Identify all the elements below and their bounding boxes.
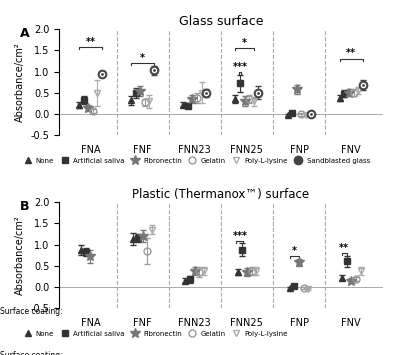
Text: *: *	[242, 38, 247, 48]
Legend: None, Artificial saliva, Fibronectin, Gelatin, Poly-L-lysine: None, Artificial saliva, Fibronectin, Ge…	[20, 331, 288, 337]
Text: ***: ***	[232, 231, 247, 241]
Text: Surface coating:: Surface coating:	[0, 351, 63, 355]
Legend: None, Artificial saliva, Fibronectin, Gelatin, Poly-L-lysine, Sandblasted glass: None, Artificial saliva, Fibronectin, Ge…	[20, 158, 370, 164]
Text: Surface coating:: Surface coating:	[0, 307, 63, 316]
Y-axis label: Absorbance/cm²: Absorbance/cm²	[15, 215, 25, 295]
Text: **: **	[86, 37, 96, 47]
Text: *: *	[292, 246, 297, 256]
Text: A: A	[20, 27, 30, 40]
Title: Plastic (Thermanox™) surface: Plastic (Thermanox™) surface	[132, 188, 310, 201]
Text: **: **	[346, 48, 356, 59]
Text: B: B	[20, 200, 30, 213]
Text: *: *	[140, 53, 145, 63]
Text: **: **	[339, 242, 349, 252]
Y-axis label: Absorbance/cm²: Absorbance/cm²	[15, 42, 25, 122]
Title: Glass surface: Glass surface	[179, 15, 263, 28]
Text: ***: ***	[232, 62, 248, 72]
